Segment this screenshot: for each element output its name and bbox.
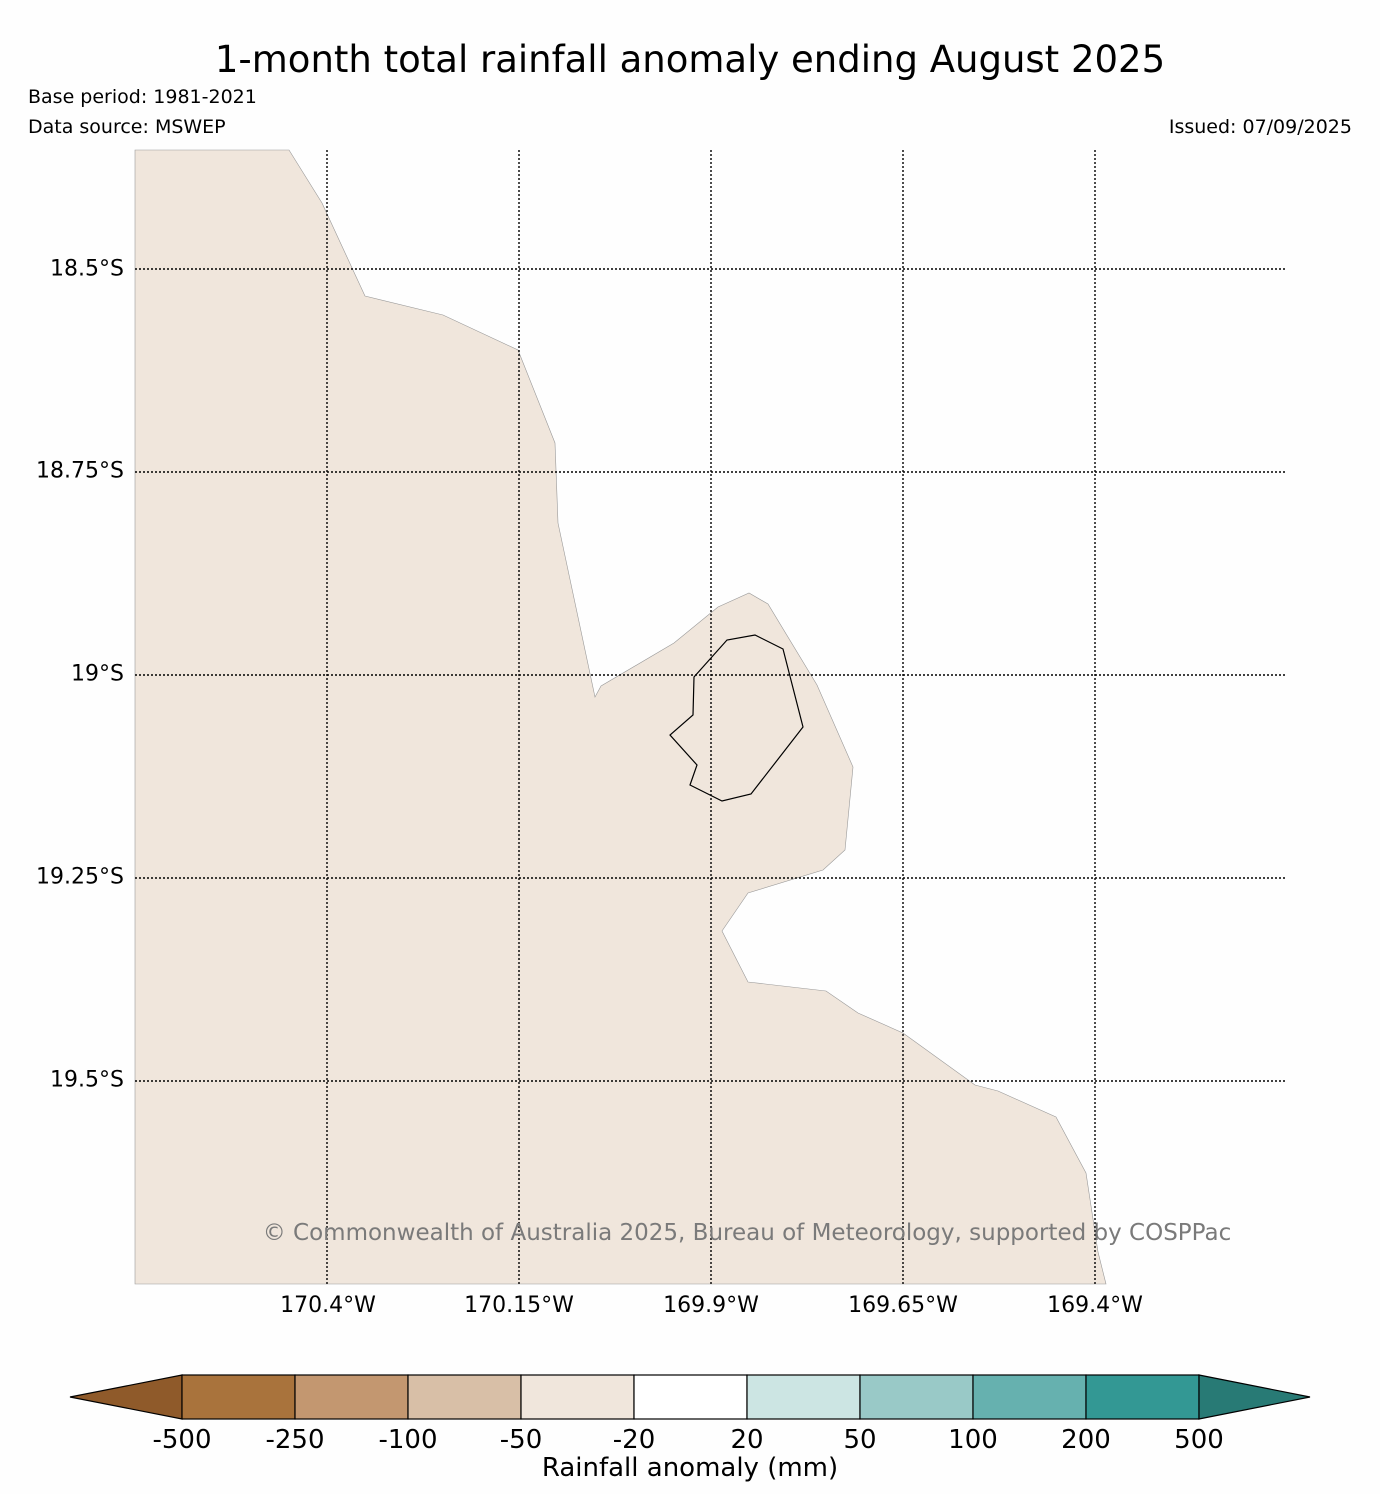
island-outline xyxy=(669,634,804,802)
colorbar xyxy=(69,1374,1311,1420)
lon-tick-label: 169.9°W xyxy=(663,1293,759,1318)
colorbar-segment xyxy=(746,1374,861,1420)
colorbar-segment xyxy=(520,1374,635,1420)
lat-tick-label: 18.5°S xyxy=(50,256,124,282)
lon-tick-label: 169.65°W xyxy=(848,1293,958,1318)
colorbar-tick-label: 200 xyxy=(1061,1425,1111,1455)
colorbar-tick-label: 50 xyxy=(843,1425,877,1455)
copyright-text: © Commonwealth of Australia 2025, Bureau… xyxy=(263,1220,1232,1246)
lon-tick-label: 170.15°W xyxy=(464,1293,574,1318)
base-period: Base period: 1981-2021 xyxy=(28,86,257,108)
lat-tick-label: 19.5°S xyxy=(50,1067,124,1093)
colorbar-segment xyxy=(1085,1374,1200,1420)
colorbar-segment xyxy=(181,1374,296,1420)
colorbar-tick-label: 20 xyxy=(730,1425,764,1455)
colorbar-tick-label: -100 xyxy=(378,1425,438,1455)
colorbar-tick-label: 100 xyxy=(948,1425,998,1455)
data-source: Data source: MSWEP xyxy=(28,116,226,138)
colorbar-tick-label: -50 xyxy=(499,1425,543,1455)
colorbar-tick-label: -250 xyxy=(265,1425,325,1455)
lon-tick-label: 169.4°W xyxy=(1047,1293,1143,1318)
land-polygon xyxy=(134,149,1107,1285)
colorbar-tick-label: 500 xyxy=(1174,1425,1224,1455)
issued-date: Issued: 07/09/2025 xyxy=(1168,116,1352,138)
colorbar-segment xyxy=(407,1374,522,1420)
graticule xyxy=(135,150,1286,1284)
lat-tick-label: 18.75°S xyxy=(36,458,124,484)
colorbar-tick-label: -500 xyxy=(152,1425,212,1455)
colorbar-tick-label: -20 xyxy=(612,1425,656,1455)
map-title: 1-month total rainfall anomaly ending Au… xyxy=(214,38,1166,81)
colorbar-segment xyxy=(294,1374,409,1420)
colorbar-segment xyxy=(972,1374,1087,1420)
lat-tick-label: 19°S xyxy=(71,661,124,687)
colorbar-under-extension xyxy=(69,1374,183,1420)
lon-tick-label: 170.4°W xyxy=(280,1293,376,1318)
lat-tick-label: 19.25°S xyxy=(36,864,124,890)
colorbar-segment xyxy=(633,1374,748,1420)
colorbar-segment xyxy=(859,1374,974,1420)
colorbar-label: Rainfall anomaly (mm) xyxy=(541,1453,839,1483)
colorbar-over-extension xyxy=(1198,1374,1311,1420)
